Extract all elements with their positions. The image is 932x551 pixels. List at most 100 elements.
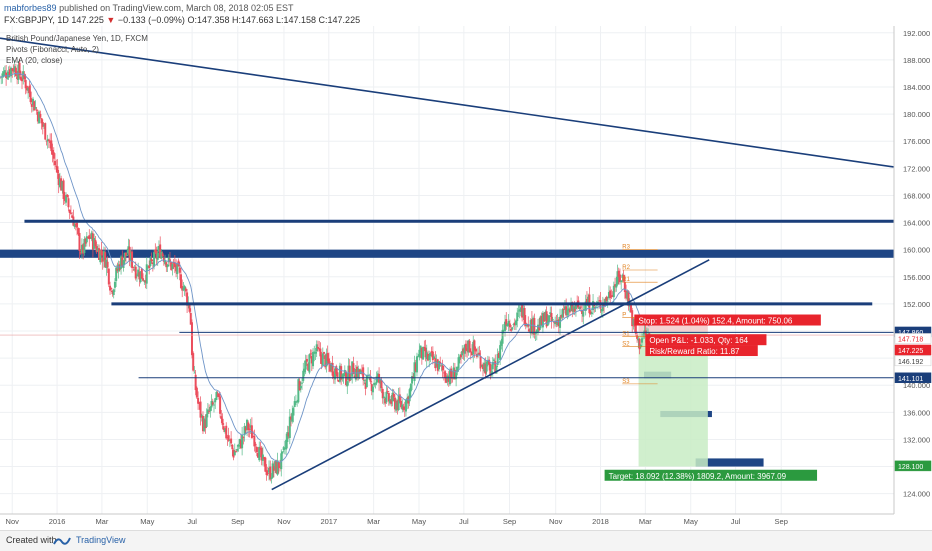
target-label-text: Target: 18.092 (12.38%) 1809.2, Amount: … — [609, 472, 787, 481]
pivot-label: R3 — [622, 245, 630, 251]
price-chart[interactable]: R3 R2 R1 P S1 S2 S3 Stop: 1.524 (1.04%) 152.4,… — [0, 0, 932, 530]
candle-body — [393, 397, 396, 410]
price-tag: 147.718 — [894, 333, 932, 344]
candle-body — [622, 275, 625, 282]
candle-body — [491, 361, 494, 370]
candle-body — [495, 366, 498, 374]
candle-body — [439, 361, 442, 364]
candle-body — [142, 278, 145, 281]
candle-body — [320, 354, 323, 364]
candle-body — [243, 426, 246, 436]
candle-body — [638, 339, 641, 350]
stop-area — [638, 321, 708, 332]
candle-body — [294, 401, 297, 403]
candle-body — [139, 271, 142, 283]
down-arrow-icon: ▼ — [106, 15, 116, 25]
candle-body — [529, 320, 532, 334]
candle-body — [269, 466, 272, 480]
y-tick-label: 152.000 — [903, 300, 930, 309]
candle-body — [143, 280, 146, 282]
candle-body — [30, 103, 33, 107]
author-link[interactable]: mabforbes89 — [4, 3, 57, 13]
candle-body — [214, 398, 217, 403]
candle-body — [477, 353, 480, 355]
candle-body — [534, 332, 537, 334]
candle-body — [12, 68, 15, 72]
candle-body — [19, 76, 22, 80]
x-tick-label: 2017 — [320, 517, 337, 526]
candle-body — [422, 346, 425, 360]
candle-body — [538, 325, 541, 331]
tradingview-link[interactable]: TradingView — [76, 535, 126, 545]
candle-body — [292, 408, 295, 416]
candle-body — [414, 363, 417, 372]
candle-body — [418, 349, 421, 358]
candle-body — [170, 262, 173, 270]
candle-body — [283, 448, 286, 449]
candle-body — [29, 91, 32, 103]
candle-body — [441, 365, 444, 371]
candle-body — [578, 306, 581, 309]
candle-body — [203, 418, 206, 431]
candle-body — [612, 285, 615, 298]
candle-body — [239, 440, 242, 449]
y-axis[interactable]: 192.000 188.000 184.000 180.000 176.000 172.0… — [903, 29, 930, 499]
candle-body — [77, 228, 80, 235]
candle-body — [194, 374, 197, 391]
candle-body — [221, 418, 224, 425]
candle-body — [211, 402, 214, 405]
candle-body — [349, 378, 352, 380]
symbol-header: FX:GBPJPY, 1D 147.225 ▼ −0.133 (−0.09%) … — [4, 15, 360, 25]
candle-body — [60, 178, 63, 191]
x-tick-label: Mar — [95, 517, 108, 526]
candle-body — [537, 324, 540, 333]
candle-body — [199, 401, 202, 418]
candle-body — [631, 310, 634, 327]
candle-body — [279, 466, 282, 468]
candle-body — [485, 361, 488, 372]
candle-body — [186, 292, 189, 306]
candle-body — [244, 427, 247, 431]
candle-body — [540, 315, 543, 325]
candle-body — [181, 286, 184, 291]
candle-body — [406, 397, 409, 403]
created-with-label: Created with — [6, 535, 57, 545]
candle-body — [231, 444, 234, 450]
candle-body — [237, 444, 240, 447]
candle-body — [286, 431, 289, 442]
candle-body — [370, 384, 373, 392]
candle-body — [318, 348, 321, 350]
candle-body — [312, 352, 315, 367]
long-term-resistance — [0, 37, 895, 168]
candle-body — [96, 248, 99, 252]
candle-body — [585, 298, 588, 306]
candle-body — [376, 373, 379, 379]
candle-body — [543, 313, 546, 322]
pivot-label: P — [622, 312, 626, 318]
candle-body — [382, 396, 385, 399]
candle-body — [458, 356, 461, 360]
candle-body — [149, 257, 152, 266]
candle-body — [373, 382, 376, 386]
candle-body — [617, 270, 620, 277]
candle-body — [94, 239, 97, 247]
candle-body — [46, 139, 49, 142]
candle-body — [461, 350, 464, 356]
candle-body — [183, 285, 186, 290]
candle-body — [61, 181, 64, 191]
y-tick-label: 132.000 — [903, 435, 930, 444]
candle-body — [643, 330, 646, 337]
pnl-label-text: Open P&L: -1.033, Qty: 164 — [649, 336, 748, 345]
candle-body — [246, 419, 249, 430]
candle-body — [17, 64, 20, 80]
candle-body — [384, 398, 387, 404]
candle-body — [1, 73, 4, 78]
candle-body — [505, 319, 508, 326]
candle-body — [482, 364, 485, 370]
x-axis[interactable]: Nov 2016 Mar May Jul Sep Nov 2017 Mar May Jul Sep No… — [6, 517, 788, 526]
candle-body — [151, 262, 154, 265]
candle-body — [302, 370, 305, 381]
candle-body — [452, 367, 455, 379]
candle-body — [440, 364, 443, 366]
candle-body — [521, 305, 524, 318]
